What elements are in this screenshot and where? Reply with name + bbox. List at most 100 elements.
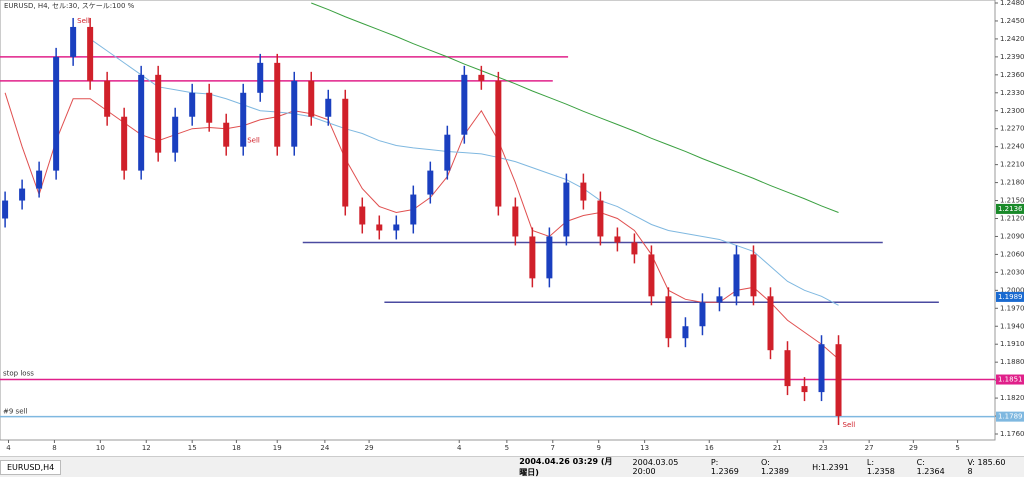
candle-body	[733, 254, 740, 297]
candle-body	[223, 122, 230, 147]
candle-body	[274, 62, 281, 147]
candle-body	[767, 296, 774, 351]
candle-body	[461, 74, 468, 135]
candle-body	[104, 80, 111, 117]
x-tick-label: 5	[955, 444, 959, 452]
prev: P: 1.2369	[710, 458, 739, 476]
chart-title: EURUSD, H4, セル:30, スケール:100 %	[4, 2, 135, 10]
x-tick-label: 24	[320, 444, 329, 452]
candle-body	[512, 206, 519, 237]
chart: EURUSD, H4, セル:30, スケール:100 % 1.2480 1.24…	[0, 0, 1024, 452]
y-tick-label: 1.2270	[1000, 125, 1024, 133]
level-label: stop loss	[3, 370, 34, 378]
y-tick-label: 1.2150	[1000, 197, 1024, 205]
candle-body	[19, 188, 26, 201]
y-tick-label: 1.2120	[1000, 215, 1024, 223]
candle-body	[546, 236, 553, 279]
y-tick-label: 1.1820	[1000, 394, 1024, 402]
candle-body	[121, 116, 128, 171]
price-badge-label: 1.1851	[998, 376, 1023, 384]
candle-body	[325, 98, 332, 117]
candle-body	[53, 56, 60, 171]
x-tick-label: 29	[909, 444, 918, 452]
candle-body	[784, 350, 791, 387]
candle-body	[206, 92, 213, 123]
candle-body	[614, 236, 621, 243]
x-tick-label: 23	[819, 444, 828, 452]
candle-body	[189, 92, 196, 117]
high: H:1.2391	[812, 462, 849, 472]
chart-tab[interactable]: EURUSD,H4	[0, 459, 62, 475]
volume: V: 185.60 8	[967, 458, 1006, 476]
price-badge	[996, 374, 1024, 385]
candle-body	[699, 302, 706, 327]
candle-body	[631, 242, 638, 255]
candle-body	[291, 80, 298, 147]
x-tick-label: 29	[365, 444, 374, 452]
y-tick-label: 1.2390	[1000, 53, 1024, 61]
candle-body	[648, 254, 655, 297]
plot-frame	[0, 0, 996, 441]
price-badge	[996, 291, 1024, 302]
moving-average	[89, 38, 839, 306]
sell-annotation: Sell	[77, 17, 90, 25]
candle-body	[682, 326, 689, 339]
y-tick-label: 1.1760	[1000, 430, 1024, 438]
y-tick-label: 1.2480	[1000, 0, 1024, 7]
y-tick-label: 1.1940	[1000, 322, 1024, 330]
y-tick-label: 1.2330	[1000, 89, 1024, 97]
open: O: 1.2389	[760, 458, 789, 476]
x-tick-label: 4	[6, 444, 11, 452]
moving-average	[311, 2, 839, 213]
y-tick-label: 1.2210	[1000, 161, 1024, 169]
candle-body	[2, 200, 9, 219]
y-tick-label: 1.2240	[1000, 143, 1024, 151]
candle-body	[138, 74, 145, 171]
candle-body	[444, 134, 451, 171]
x-tick-label: 16	[705, 444, 714, 452]
candle-body	[801, 386, 808, 393]
y-tick-label: 1.2060	[1000, 250, 1024, 258]
candle-body	[665, 296, 672, 339]
candle-body	[427, 170, 434, 195]
candle-body	[240, 92, 247, 147]
candle-body	[818, 344, 825, 393]
sell-annotation: Sell	[247, 137, 260, 145]
close: C: 1.2364	[916, 458, 945, 476]
price-badge-label: 1.1789	[998, 413, 1023, 421]
candle-body	[308, 80, 315, 117]
y-tick-label: 1.2090	[1000, 232, 1024, 240]
y-tick-label: 1.2450	[1000, 17, 1024, 25]
x-tick-label: 10	[96, 444, 105, 452]
y-tick-label: 1.2030	[1000, 268, 1024, 276]
x-tick-label: 9	[596, 444, 600, 452]
candle-body	[716, 296, 723, 303]
y-tick-label: 1.1970	[1000, 304, 1024, 312]
x-tick-label: 18	[232, 444, 241, 452]
x-tick-label: 12	[142, 444, 151, 452]
price-badge-label: 1.1989	[998, 293, 1023, 301]
candle-body	[393, 224, 400, 231]
y-tick-label: 1.2420	[1000, 35, 1024, 43]
candle-body	[155, 74, 162, 153]
status-bar: EURUSD,H4 2004.04.26 03:29 (月曜日) 2004.03…	[0, 456, 1024, 477]
candle-body	[70, 26, 77, 57]
y-tick-label: 1.1880	[1000, 358, 1024, 366]
x-tick-label: 19	[273, 444, 282, 452]
bar-time: 2004.03.05 20:00	[632, 458, 679, 476]
x-tick-label: 13	[640, 444, 649, 452]
y-tick-label: 1.2180	[1000, 179, 1024, 187]
candle-body	[478, 74, 485, 81]
x-tick-label: 7	[551, 444, 555, 452]
price-badge	[996, 203, 1024, 214]
candle-body	[580, 182, 587, 201]
candle-body	[495, 80, 502, 207]
candle-body	[257, 62, 264, 93]
candle-body	[342, 98, 349, 207]
candle-body	[376, 224, 383, 231]
x-tick-label: 5	[505, 444, 509, 452]
cursor-time: 2004.04.26 03:29 (月曜日)	[519, 457, 613, 477]
x-tick-label: 27	[865, 444, 874, 452]
candle-body	[359, 206, 366, 225]
